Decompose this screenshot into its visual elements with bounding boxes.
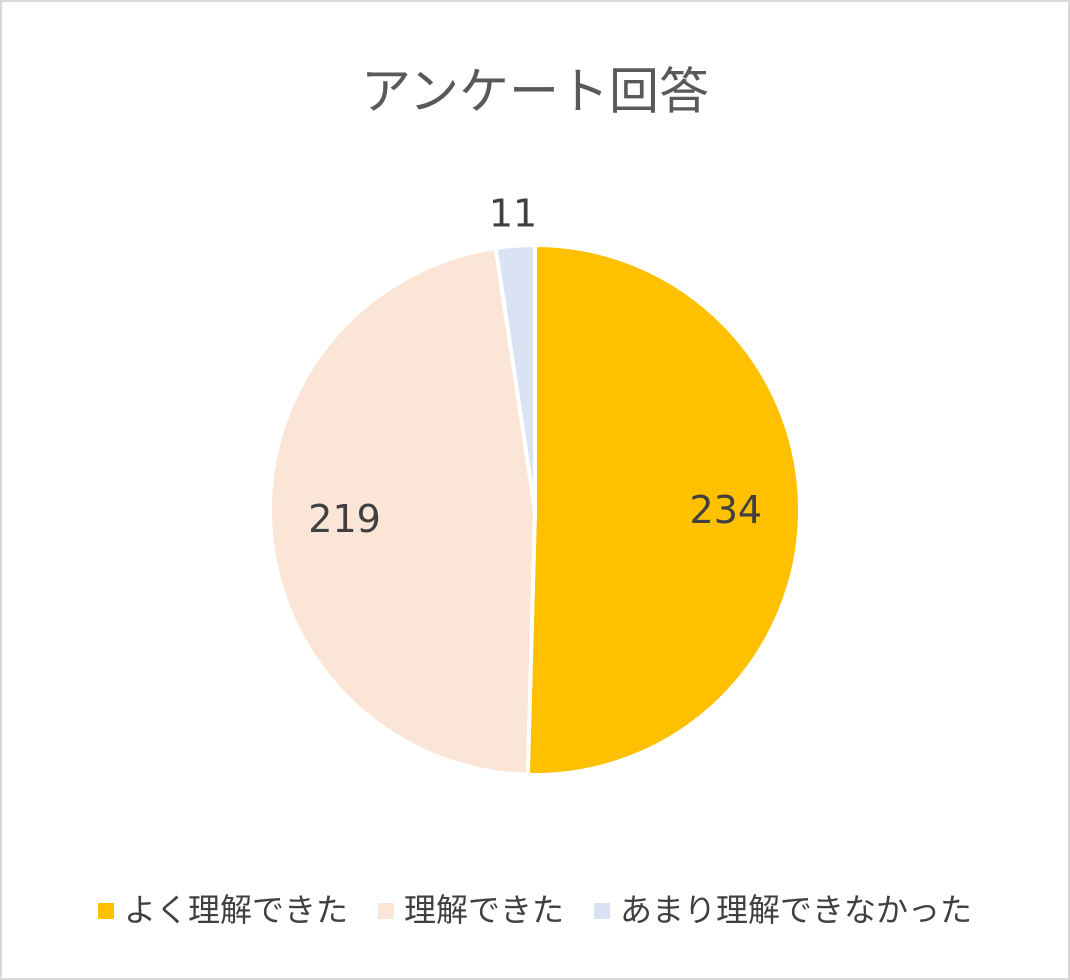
pie-slice (268, 245, 538, 777)
data-label: 11 (489, 191, 537, 235)
legend-swatch (594, 903, 611, 919)
pie-slice (493, 242, 537, 511)
legend-swatch (97, 903, 114, 919)
legend-label: よく理解できた (124, 891, 348, 929)
pie-slice (525, 242, 802, 777)
legend-label: 理解できた (404, 891, 564, 929)
data-label: 219 (308, 497, 381, 541)
legend-swatch (377, 903, 394, 919)
legend-label: あまり理解できなかった (620, 891, 972, 929)
chart-title: アンケート回答 (361, 63, 709, 121)
data-label: 234 (690, 488, 763, 532)
